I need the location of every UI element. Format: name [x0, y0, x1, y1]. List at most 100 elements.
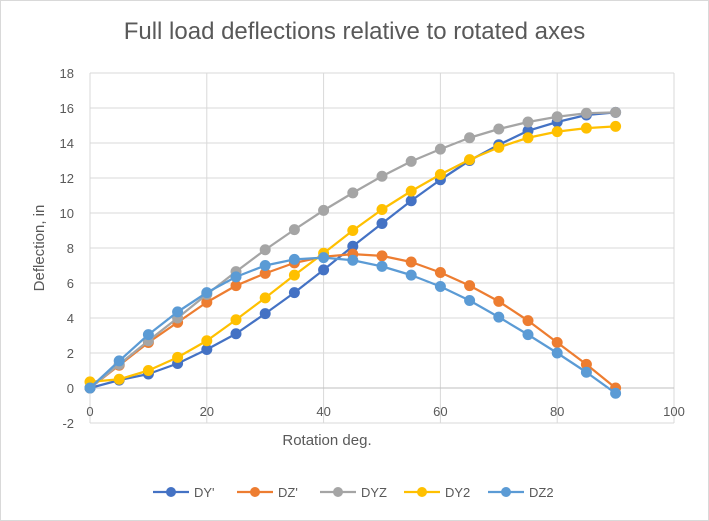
data-point — [172, 306, 184, 318]
data-point — [522, 329, 534, 341]
data-point — [434, 267, 446, 278]
data-point — [522, 132, 534, 144]
data-point — [493, 141, 505, 153]
data-point — [493, 123, 505, 135]
series-1 — [84, 248, 622, 394]
data-point — [288, 269, 300, 281]
data-point — [551, 111, 563, 123]
legend: DY' DZ' DYZ DY2 DZ2 — [153, 485, 554, 500]
y-tick-label: 10 — [60, 206, 74, 221]
legend-item: DZ2 — [488, 485, 554, 500]
legend-swatch-marker — [250, 487, 260, 497]
data-point — [493, 311, 505, 323]
data-point — [259, 244, 271, 256]
data-point — [113, 373, 125, 385]
legend-label: DZ2 — [529, 485, 554, 500]
data-point — [464, 154, 476, 166]
data-point — [230, 271, 242, 283]
x-tick-label: 100 — [663, 404, 685, 419]
y-tick-label: 6 — [67, 276, 74, 291]
data-point — [318, 264, 330, 276]
data-point — [580, 366, 592, 378]
y-tick-label: 18 — [60, 66, 74, 81]
y-tick-label: 2 — [67, 346, 74, 361]
data-point — [376, 260, 388, 272]
data-point — [347, 187, 359, 199]
data-point — [610, 106, 622, 118]
y-tick-label: 8 — [67, 241, 74, 256]
legend-label: DY' — [194, 485, 215, 500]
tick-layer: -2 0 2 4 6 8 10 12 14 16 18 0 20 40 60 80 100 — [60, 66, 685, 431]
data-point — [259, 260, 271, 271]
y-tick-label: 12 — [60, 171, 74, 186]
data-point — [434, 169, 446, 180]
y-tick-label: -2 — [62, 416, 74, 431]
data-point — [201, 335, 213, 347]
data-point — [551, 337, 563, 348]
data-point — [259, 292, 271, 304]
y-axis-label: Deflection, in — [31, 205, 48, 292]
legend-item: DY2 — [404, 485, 470, 500]
data-point — [201, 287, 213, 299]
data-point — [376, 250, 388, 262]
x-axis-label: Rotation deg. — [282, 432, 371, 449]
data-point — [376, 218, 388, 229]
data-point — [551, 347, 563, 359]
legend-item: DZ' — [237, 485, 298, 500]
data-point — [522, 116, 534, 128]
data-point — [493, 295, 505, 307]
data-point — [405, 155, 417, 167]
data-point — [405, 195, 417, 207]
legend-swatch-marker — [166, 487, 176, 497]
x-tick-label: 0 — [86, 404, 93, 419]
data-point — [551, 126, 563, 138]
y-tick-label: 14 — [60, 136, 74, 151]
series-4 — [84, 252, 622, 399]
data-point — [464, 295, 476, 306]
data-point — [464, 132, 476, 144]
x-tick-label: 40 — [316, 404, 330, 419]
data-point — [610, 387, 622, 399]
data-point — [347, 254, 359, 266]
data-point — [376, 204, 388, 215]
data-point — [288, 287, 300, 299]
data-point — [288, 253, 300, 265]
data-point — [230, 328, 242, 340]
legend-label: DYZ — [361, 485, 387, 500]
data-point — [580, 107, 592, 119]
legend-label: DZ' — [278, 485, 298, 500]
legend-swatch-marker — [501, 487, 511, 497]
x-tick-label: 20 — [200, 404, 214, 419]
data-point — [142, 365, 154, 376]
data-point — [84, 382, 96, 394]
data-point — [347, 225, 359, 236]
data-point — [288, 224, 300, 236]
data-point — [172, 351, 184, 363]
data-point — [318, 252, 330, 264]
legend-item: DYZ — [320, 485, 387, 500]
data-point — [142, 329, 154, 341]
data-point — [464, 280, 476, 292]
legend-label: DY2 — [445, 485, 470, 500]
data-point — [405, 269, 417, 281]
data-point — [405, 185, 417, 197]
series-layer — [84, 106, 622, 399]
legend-swatch-marker — [417, 487, 427, 497]
legend-swatch-marker — [333, 487, 343, 497]
y-tick-label: 0 — [67, 381, 74, 396]
data-point — [113, 355, 125, 367]
data-point — [259, 308, 271, 320]
data-point — [405, 256, 417, 268]
chart-title: Full load deflections relative to rotate… — [123, 18, 586, 45]
x-tick-label: 60 — [433, 404, 447, 419]
series-line — [89, 253, 617, 389]
data-point — [318, 204, 330, 216]
data-point — [434, 281, 446, 292]
data-point — [230, 314, 242, 326]
x-tick-label: 80 — [550, 404, 564, 419]
data-point — [434, 143, 446, 155]
y-tick-label: 16 — [60, 101, 74, 116]
data-point — [610, 120, 622, 132]
legend-item: DY' — [153, 485, 215, 500]
